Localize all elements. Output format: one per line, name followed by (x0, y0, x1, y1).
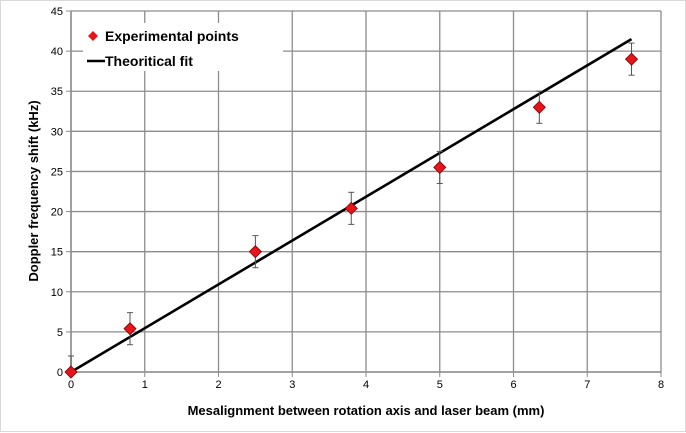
y-tick-label: 25 (51, 166, 63, 178)
y-tick-label: 0 (57, 367, 63, 379)
legend-label-experimental: Experimental points (105, 28, 239, 44)
x-tick-label: 5 (437, 379, 443, 391)
experimental-point (64, 365, 78, 379)
y-tick-label: 40 (51, 46, 63, 58)
legend: Experimental points Theoritical fit (83, 23, 283, 71)
x-tick-label: 1 (142, 379, 148, 391)
y-tick-label: 5 (57, 327, 63, 339)
axes (66, 10, 662, 377)
y-tick-label: 10 (51, 287, 63, 299)
experimental-point (624, 52, 639, 66)
legend-label-fit: Theoritical fit (105, 53, 193, 69)
legend-diamond-marker (88, 31, 98, 41)
experimental-point (248, 245, 262, 259)
x-tick-label: 6 (510, 379, 516, 391)
x-tick-label: 8 (658, 379, 664, 391)
x-axis-title: Mesalignment between rotation axis and l… (188, 403, 545, 418)
experimental-point (344, 201, 358, 215)
x-tick-label: 4 (363, 379, 369, 391)
data-points (64, 52, 639, 379)
experimental-point (433, 160, 447, 174)
y-tick-label: 35 (51, 86, 63, 98)
y-tick-label: 20 (51, 207, 63, 219)
x-tick-label: 7 (584, 379, 590, 391)
y-tick-label: 45 (51, 6, 63, 18)
legend-background (83, 23, 283, 71)
experimental-point (123, 322, 137, 336)
x-tick-label: 3 (289, 379, 295, 391)
x-tick-label: 2 (215, 379, 221, 391)
x-tick-label: 0 (68, 379, 74, 391)
y-tick-label: 30 (51, 126, 63, 138)
y-tick-label: 15 (51, 247, 63, 259)
experimental-point (532, 100, 546, 114)
grid (70, 10, 662, 373)
y-axis-title: Doppler frequency shift (kHz) (26, 100, 41, 281)
